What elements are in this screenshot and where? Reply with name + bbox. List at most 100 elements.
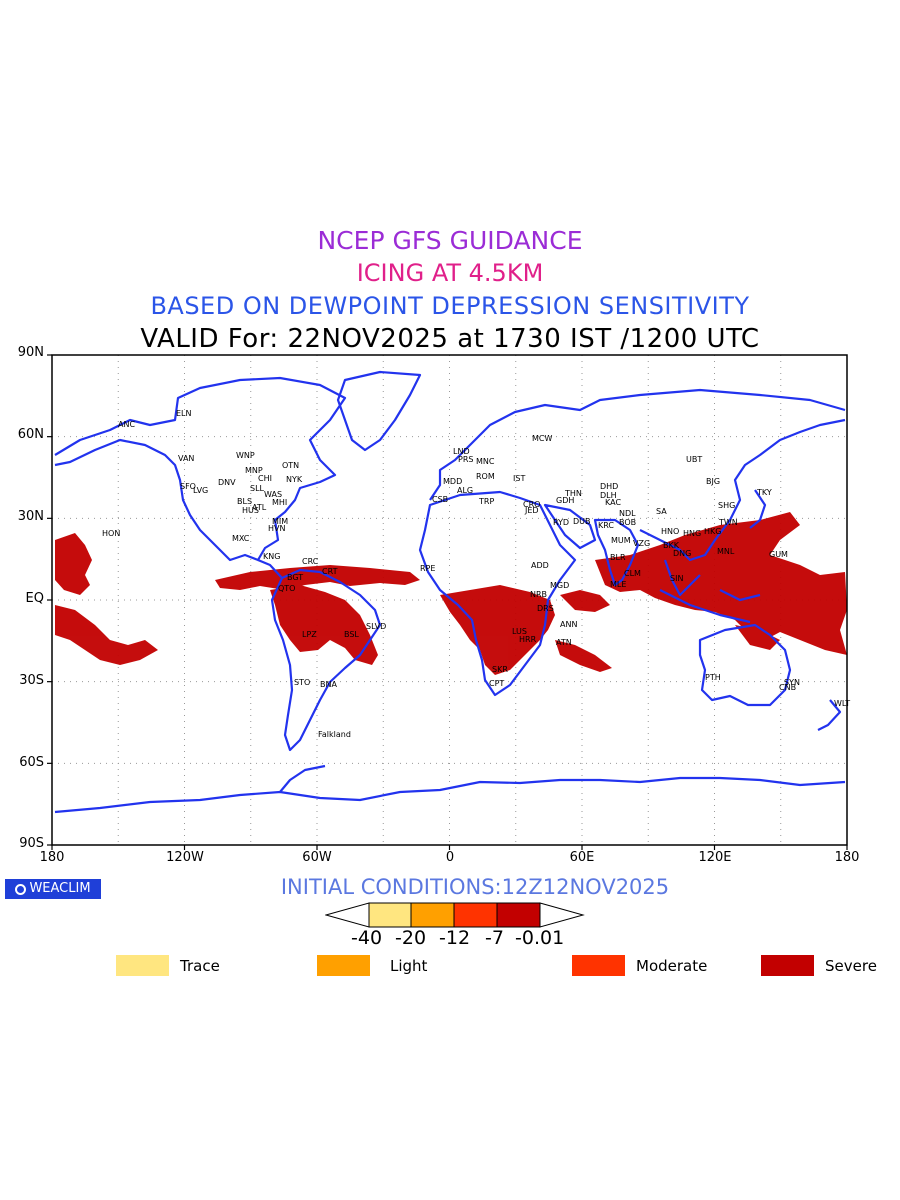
- station-label-hng: HNG: [683, 529, 702, 538]
- station-label-kng: KNG: [263, 552, 281, 561]
- graticule: [52, 355, 847, 845]
- coast-north-america: [54, 376, 347, 562]
- station-label-ubt: UBT: [686, 455, 703, 464]
- station-label-falkland: Falkland: [318, 730, 351, 739]
- coast-japan: [749, 489, 767, 529]
- coastlines: [54, 370, 846, 814]
- station-label-lus: LUS: [512, 627, 527, 636]
- lat-label-eq: EQ: [25, 591, 44, 606]
- colorbar-labels: -40 -20 -12 -7 -0.01: [325, 927, 585, 951]
- station-label-cnb: CNB: [779, 683, 797, 692]
- station-label-van: VAN: [178, 454, 195, 463]
- station-label-mhi: MHI: [272, 498, 288, 507]
- lon-label-180e: 180: [834, 850, 860, 865]
- station-label-mnl: MNL: [717, 547, 735, 556]
- station-label-crc: CRC: [302, 557, 319, 566]
- station-label-bgt: BGT: [287, 573, 304, 582]
- station-label-ann: ANN: [560, 620, 578, 629]
- coast-arabia: [543, 503, 597, 550]
- station-label-wnp: WNP: [236, 451, 255, 460]
- station-label-eln: ELN: [176, 409, 192, 418]
- lat-label-30n: 30N: [17, 509, 44, 524]
- title-product: ICING AT 4.5KM: [356, 259, 544, 287]
- coast-australia: [698, 623, 792, 707]
- station-label-cpt: CPT: [489, 679, 505, 688]
- lon-label-60w: 60W: [302, 850, 332, 865]
- station-label-was: WAS: [264, 490, 283, 499]
- legend-label: Severe: [825, 957, 877, 975]
- station-label-lnd: LND: [453, 447, 470, 456]
- station-label-hrr: HRR: [519, 635, 537, 644]
- icing-area-south-america: [270, 585, 378, 665]
- station-label-mnc: MNC: [476, 457, 495, 466]
- station-label-dub: DUB: [573, 517, 591, 526]
- station-label-mum: MUM: [611, 536, 631, 545]
- coast-indonesia: [659, 589, 761, 624]
- coast-southeast-asia: [663, 559, 701, 597]
- station-label-clm: CLM: [624, 569, 641, 578]
- axis-ticks: [47, 354, 848, 850]
- station-label-rpe: RPE: [420, 564, 436, 573]
- station-label-trp: TRP: [479, 497, 495, 506]
- station-label-csb: CSB: [432, 495, 449, 504]
- station-label-hkg: HKG: [704, 527, 722, 536]
- station-label-otn: OTN: [282, 461, 300, 470]
- station-label-mdd: MDD: [443, 477, 463, 486]
- coast-east-asia: [639, 418, 846, 562]
- station-label-mle: MLE: [610, 580, 627, 589]
- station-label-lpz: LPZ: [302, 630, 317, 639]
- coast-new-zealand: [817, 699, 842, 731]
- icing-area-central-pacific-south: [55, 605, 158, 665]
- station-label-vzg: VZG: [633, 539, 651, 548]
- legend-label: Trace: [180, 957, 220, 975]
- station-label-rom: ROM: [476, 472, 495, 481]
- legend-label: Moderate: [636, 957, 708, 975]
- lat-label-90n: 90N: [17, 345, 44, 360]
- station-label-hon: HON: [102, 529, 121, 538]
- coast-india: [593, 518, 640, 587]
- station-label-mim: MIM: [272, 517, 289, 526]
- coast-central-america: [257, 558, 283, 579]
- station-label-bna: BNA: [320, 680, 337, 689]
- icing-area-indian-ocean: [560, 590, 610, 612]
- station-label-nyk: NYK: [286, 475, 303, 484]
- station-label-prs: PRS: [458, 455, 474, 464]
- coast-europe: [429, 388, 846, 501]
- lon-label-120w: 120W: [166, 850, 204, 865]
- coast-south-america: [270, 568, 382, 752]
- colorbar-label: -0.01: [515, 927, 565, 949]
- icing-area-central-pacific-north: [55, 533, 92, 595]
- station-label-qto: QTO: [278, 584, 296, 593]
- lon-label-60e: 60E: [569, 850, 595, 865]
- station-label-sin: SIN: [670, 574, 684, 583]
- station-label-ist: IST: [513, 474, 526, 483]
- station-label-sto: STO: [294, 678, 311, 687]
- colorbar-label: -12: [439, 927, 471, 949]
- legend-label: Light: [390, 957, 428, 975]
- station-label-crt: CRT: [322, 567, 338, 576]
- station-label-hno: HNO: [661, 527, 680, 536]
- station-label-bob: BOB: [619, 518, 637, 527]
- station-label-nrb: NRB: [530, 590, 548, 599]
- legend-swatch: [116, 955, 169, 976]
- station-label-chi: CHI: [258, 474, 272, 483]
- station-label-atl: ATL: [252, 503, 267, 512]
- icing-map: [47, 354, 848, 850]
- lat-label-60s: 60S: [19, 755, 44, 770]
- station-label-lvg: LVG: [193, 486, 209, 495]
- colorbar-light: [410, 902, 455, 928]
- icing-area-madagascar-channel: [555, 640, 612, 672]
- station-label-hus: HUS: [242, 506, 259, 515]
- station-label-alg: ALG: [457, 486, 474, 495]
- station-label-cro: CRO: [523, 500, 541, 509]
- station-label-mcw: MCW: [532, 434, 553, 443]
- coast-africa: [418, 490, 577, 697]
- severe-icing-areas: [55, 512, 847, 675]
- legend-swatch: [317, 955, 370, 976]
- station-label-dlh: DLH: [600, 491, 617, 500]
- station-label-pth: PTH: [705, 673, 721, 682]
- lon-label-0: 0: [445, 850, 455, 865]
- lon-label-120e: 120E: [698, 850, 732, 865]
- station-label-bls: BLS: [237, 497, 253, 506]
- station-label-krc: KRC: [598, 521, 614, 530]
